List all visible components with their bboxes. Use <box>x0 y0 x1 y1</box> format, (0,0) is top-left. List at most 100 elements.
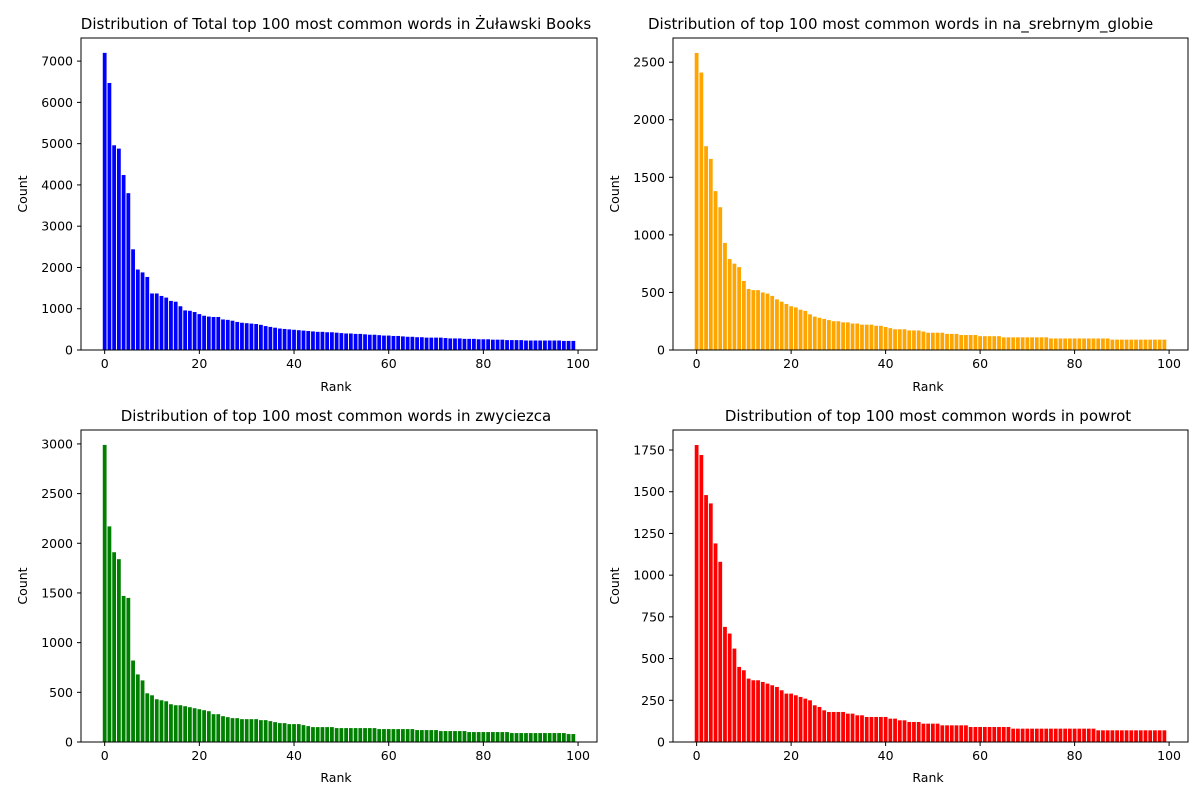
bar <box>382 729 386 742</box>
plot-frame <box>672 37 1189 351</box>
y-axis-label: Count <box>15 567 30 604</box>
bar <box>1077 728 1082 742</box>
bar <box>954 725 959 742</box>
bar <box>1148 339 1153 350</box>
bar <box>135 674 140 742</box>
y-axis: 0 1000 2000 3000 4000 5000 6000 7000 <box>41 54 81 358</box>
bar <box>817 317 822 350</box>
bar <box>997 726 1001 742</box>
bar <box>808 700 812 742</box>
bar <box>798 309 803 350</box>
bar <box>415 337 420 350</box>
bar <box>453 338 457 350</box>
x-tick-label: 40 <box>286 356 302 371</box>
bar <box>751 290 756 350</box>
bar <box>561 340 566 350</box>
bar <box>1119 339 1124 350</box>
bar <box>206 711 211 742</box>
bar-series <box>102 52 576 351</box>
bar <box>282 723 287 742</box>
bar <box>543 340 547 350</box>
bar <box>126 193 131 350</box>
bar <box>1134 339 1138 350</box>
bar <box>382 335 386 350</box>
bar <box>855 323 860 350</box>
x-tick-label: 20 <box>783 748 799 763</box>
bar <box>727 633 732 742</box>
y-tick-label: 3000 <box>41 219 73 234</box>
bar <box>864 324 869 350</box>
bar <box>249 719 254 742</box>
y-tick-label: 2000 <box>41 536 73 551</box>
subplot-zwyciezca: Distribution of top 100 most common word… <box>15 407 598 785</box>
bar <box>1096 730 1101 742</box>
y-tick-label: 5000 <box>41 136 73 151</box>
bar <box>131 660 135 742</box>
bar <box>982 726 987 742</box>
bar <box>1082 728 1086 742</box>
bar <box>571 734 576 742</box>
bar <box>273 327 277 350</box>
bar <box>330 332 334 350</box>
bar <box>221 716 225 742</box>
bar <box>1030 728 1034 742</box>
bar <box>1067 338 1072 350</box>
bar <box>1020 728 1025 742</box>
bar <box>396 729 401 742</box>
bar <box>827 711 831 742</box>
bar <box>164 701 169 742</box>
x-axis: 0 20 40 60 80 100 <box>693 350 1181 371</box>
bar <box>959 725 964 742</box>
bar <box>173 301 178 350</box>
bar <box>1016 728 1020 742</box>
bar <box>1091 338 1096 350</box>
bar <box>1082 338 1086 350</box>
bar <box>751 680 756 742</box>
bar <box>140 680 145 742</box>
bar <box>443 731 448 742</box>
bar <box>959 335 964 350</box>
bar <box>330 727 334 742</box>
bar <box>183 310 188 350</box>
bar <box>1058 338 1063 350</box>
y-tick-label: 6000 <box>41 95 73 110</box>
bar <box>940 332 945 350</box>
y-tick-label: 0 <box>65 343 73 358</box>
bar <box>949 725 954 742</box>
bar <box>897 329 902 350</box>
bar <box>187 707 192 742</box>
x-tick-label: 100 <box>566 748 590 763</box>
x-tick-label: 80 <box>475 748 491 763</box>
bar <box>1020 337 1025 350</box>
y-tick-label: 250 <box>641 693 665 708</box>
bar <box>116 148 121 350</box>
bar <box>940 725 945 742</box>
bar <box>741 670 746 742</box>
bar <box>1162 730 1167 742</box>
bar <box>1115 339 1120 350</box>
bar <box>973 335 978 350</box>
bar <box>121 175 126 350</box>
bar <box>727 259 732 350</box>
bar <box>164 297 169 350</box>
bar <box>845 322 850 350</box>
bar <box>533 340 538 350</box>
bar <box>954 333 959 350</box>
bar <box>694 52 699 350</box>
bar <box>405 729 410 742</box>
bar <box>1001 726 1006 742</box>
bar <box>301 330 306 350</box>
x-tick-label: 20 <box>783 356 799 371</box>
bar <box>240 322 244 350</box>
bar <box>756 290 760 350</box>
bar <box>547 340 552 350</box>
bar <box>552 733 557 742</box>
subplot-powrot: Distribution of top 100 most common word… <box>607 407 1189 785</box>
bar <box>978 726 982 742</box>
bar <box>817 706 822 742</box>
bar <box>992 726 997 742</box>
bar <box>259 324 263 350</box>
bar <box>566 340 571 350</box>
